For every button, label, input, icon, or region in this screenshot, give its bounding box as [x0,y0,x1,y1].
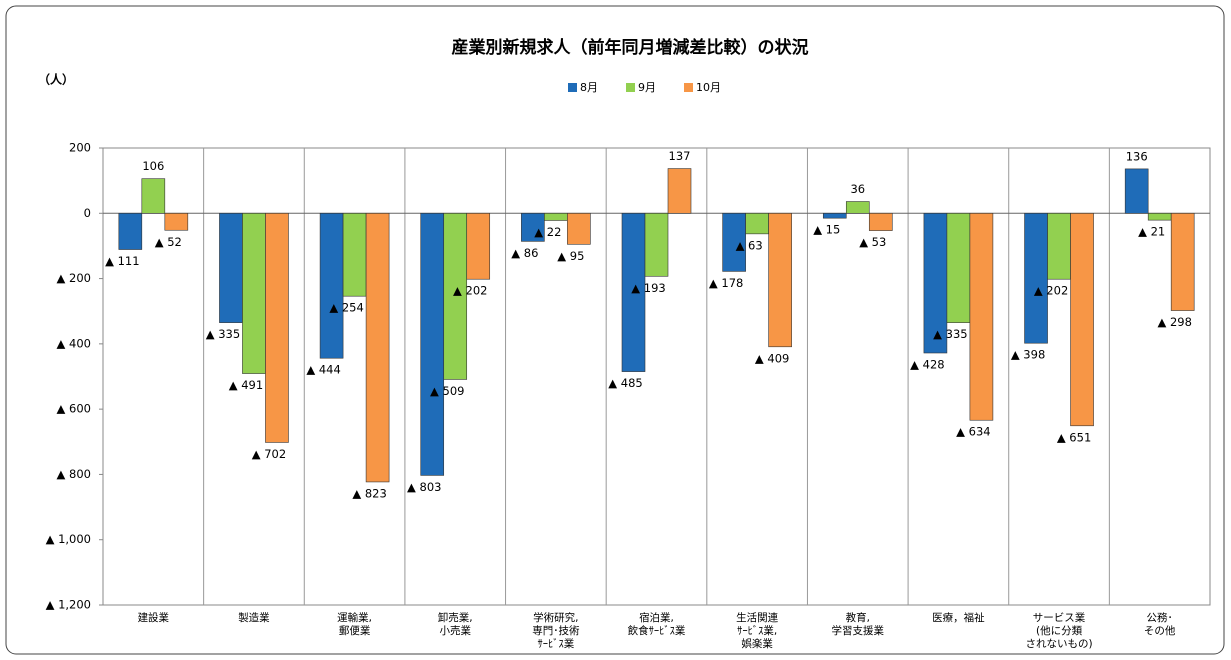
bar [265,212,289,443]
value-label: ▲ 52 [155,235,182,249]
bar [722,212,746,272]
value-label: ▲ 509 [430,384,464,398]
x-tick-label: 公務･ その他 [1143,612,1176,637]
value-label: ▲ 634 [956,425,990,439]
value-label: ▲ 409 [755,351,789,365]
chart-frame [5,5,1225,655]
y-tick-label: ▲ 800 [57,467,91,481]
value-label: ▲ 444 [306,363,340,377]
value-label: ▲ 63 [736,238,763,252]
bar [443,212,468,380]
x-tick-label: 学術研究, 専門･技術 ｻｰﾋﾞｽ業 [532,612,580,650]
value-label: 136 [1126,149,1148,163]
value-label: ▲ 193 [631,281,665,295]
value-label: ▲ 21 [1138,225,1165,239]
x-tick-label: 医療，福祉 [932,612,985,624]
bar [420,212,445,476]
value-label: ▲ 335 [206,327,240,341]
value-label: ▲ 22 [534,225,561,239]
bar [219,212,243,323]
bar [667,168,692,214]
x-tick-label: 製造業 [238,612,270,624]
value-label: 137 [669,149,691,163]
x-tick-label: 宿泊業, 飲食ｻｰﾋﾞｽ業 [627,612,686,637]
value-label: ▲ 111 [105,254,139,268]
value-label: ▲ 651 [1057,430,1091,444]
bar [1170,212,1195,311]
y-tick-label: ▲ 200 [57,271,91,285]
bar [118,212,143,250]
bar [868,212,893,231]
value-label: ▲ 823 [352,486,386,500]
value-label: ▲ 95 [557,249,584,263]
legend-label: 9月 [638,81,656,94]
value-label: ▲ 485 [608,376,642,390]
y-axis-label: （人） [38,72,74,87]
bar [1147,212,1172,221]
value-label: ▲ 53 [859,235,886,249]
y-tick-label: ▲ 600 [57,402,91,416]
value-label: ▲ 202 [453,284,487,298]
value-label: ▲ 428 [910,357,944,371]
value-label: ▲ 335 [933,327,967,341]
bar [822,212,847,219]
bar [768,212,792,348]
bar [319,212,344,359]
value-label: ▲ 491 [229,378,263,392]
x-tick-label: 生活関連 ｻｰﾋﾞｽ業, 娯楽業 [736,612,779,650]
bar [242,212,266,374]
bar [567,212,591,245]
legend-label: 8月 [580,81,598,94]
y-tick-label: 0 [84,206,91,220]
plot-area [102,147,1211,606]
legend-swatch [626,83,635,92]
bar [969,212,994,421]
x-tick-label: 教育, 学習支援業 [831,612,885,637]
value-label: ▲ 298 [1157,315,1191,329]
value-label: ▲ 202 [1034,284,1068,298]
y-tick-label: 200 [69,141,91,155]
bar [745,212,769,235]
bar [644,212,669,277]
bar [521,212,545,242]
x-tick-label: 建設業 [137,612,170,624]
value-label: ▲ 15 [813,223,840,237]
x-tick-label: 卸売業, 小売業 [437,612,473,637]
bar [1047,212,1071,280]
bar [1124,168,1149,214]
bar [365,212,390,483]
legend-swatch [684,83,693,92]
y-tick-label: ▲ 1,000 [46,532,91,546]
y-tick-label: ▲ 400 [57,336,91,350]
bar [1070,212,1094,427]
bar [466,212,491,280]
legend-swatch [568,83,577,92]
bar [544,212,568,221]
x-tick-label: サービス業 (他に分類 されないもの) [1025,612,1093,650]
value-label: ▲ 178 [709,276,743,290]
bar [946,212,971,323]
value-label: ▲ 86 [511,246,538,260]
value-label: ▲ 803 [407,480,441,494]
legend-label: 10月 [696,81,721,94]
value-label: ▲ 702 [252,447,286,461]
bar [1024,212,1048,344]
bar [621,212,646,372]
bar [141,178,166,214]
y-tick-label: ▲ 1,200 [46,598,91,612]
value-label: 36 [850,182,865,196]
value-label: ▲ 254 [329,301,363,315]
bar [164,212,189,231]
value-label: 106 [142,159,164,173]
bar [845,201,870,214]
chart-title: 産業別新規求人（前年同月増減差比較）の状況 [452,37,809,58]
x-tick-label: 運輸業, 郵便業 [337,612,372,637]
value-label: ▲ 398 [1011,348,1045,362]
bar [342,212,367,297]
